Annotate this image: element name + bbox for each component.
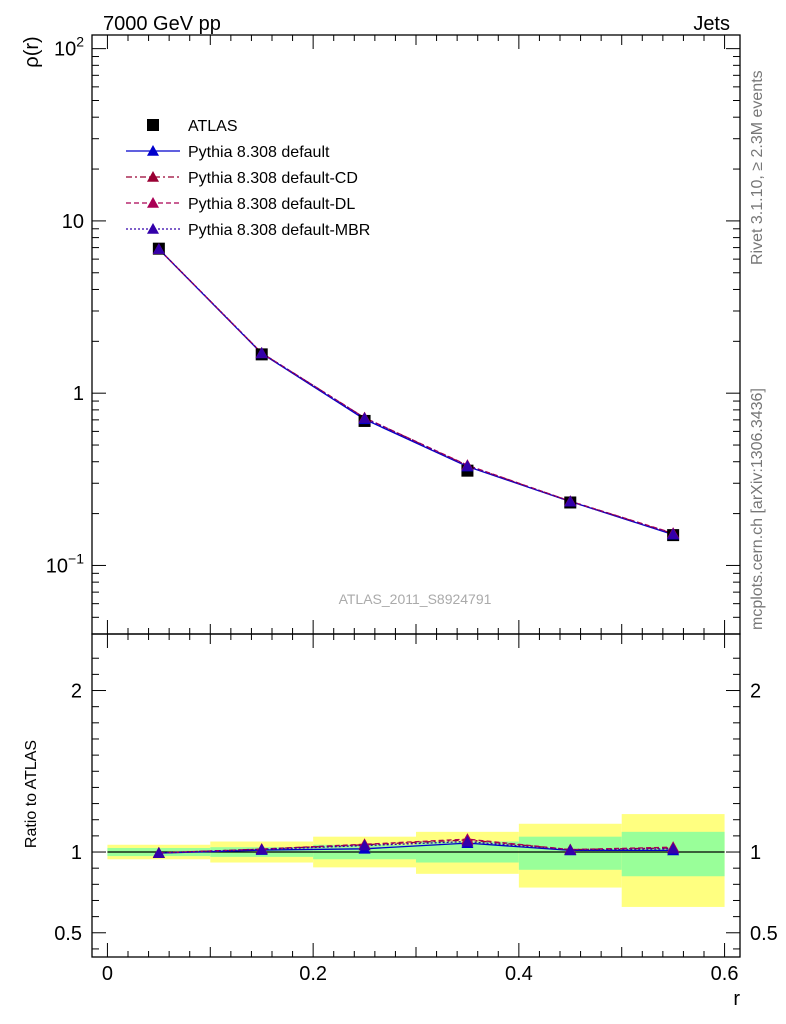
main-series-4-point-1 xyxy=(255,347,268,358)
legend-marker-3 xyxy=(147,197,159,208)
x-tick-label-0: 0 xyxy=(102,963,113,985)
axes-layer: 10−1 1 10 102 0 0.2 0.4 0.6 0.5 0.5 1 1 2 2 xyxy=(46,34,778,985)
legend-label-2: Pythia 8.308 default-CD xyxy=(188,170,358,187)
main-y-tick-label-0: 10−1 xyxy=(46,550,84,577)
ratio-series-line-2 xyxy=(158,838,674,854)
main-y-tick-label-3: 102 xyxy=(54,34,84,61)
ratio-y-tick-label-1: 1 xyxy=(71,842,82,864)
ratio-series-3-point-0 xyxy=(152,846,165,858)
ratio-y-tick-label-right-1: 1 xyxy=(750,842,761,864)
main-y-tick-label-2: 10 xyxy=(62,211,84,233)
ratio-series-3-point-1 xyxy=(255,843,268,855)
legend-marker-1 xyxy=(147,145,159,156)
legend-label-1: Pythia 8.308 default xyxy=(188,144,330,161)
main-y-tick-label-1: 1 xyxy=(73,383,84,405)
mcplots-label: mcplots.cern.ch [arXiv:1306.3436] xyxy=(749,388,766,630)
main-plot-layer xyxy=(152,242,680,542)
legend-marker-4 xyxy=(147,223,159,234)
rivet-version-label: Rivet 3.1.10, ≥ 2.3M events xyxy=(749,70,766,265)
ratio-y-axis-title: Ratio to ATLAS xyxy=(23,740,40,848)
ratio-series-3-point-4 xyxy=(564,844,577,855)
ratio-y-tick-label-2: 2 xyxy=(71,681,82,703)
legend-label-3: Pythia 8.308 default-DL xyxy=(188,196,355,213)
ratio-y-tick-label-right-2: 2 xyxy=(750,681,761,703)
legend-marker-0 xyxy=(147,119,159,131)
ratio-series-3-point-2 xyxy=(358,839,371,851)
header-process-label: Jets xyxy=(693,13,730,35)
ratio-series-3-point-3 xyxy=(461,835,474,847)
x-axis-title: r xyxy=(733,988,740,1010)
main-series-line-3 xyxy=(158,248,674,534)
legend-label-0: ATLAS xyxy=(188,118,238,135)
ratio-plot-layer xyxy=(107,814,725,907)
main-series-line-1 xyxy=(158,248,674,536)
main-y-axis-title: ρ(r) xyxy=(21,36,43,67)
analysis-watermark: ATLAS_2011_S8924791 xyxy=(339,591,492,607)
ratio-y-tick-label-right-0: 0.5 xyxy=(750,923,778,945)
main-series-line-2 xyxy=(158,248,674,535)
main-series-line-4 xyxy=(158,248,674,535)
main-series-4-point-4 xyxy=(564,495,577,507)
ratio-plot-frame xyxy=(91,633,741,958)
x-tick-label-3: 0.6 xyxy=(711,963,739,985)
legend: ATLAS Pythia 8.308 default Pythia 8.308 de… xyxy=(126,118,370,239)
x-tick-label-2: 0.4 xyxy=(505,963,533,985)
ratio-series-line-3 xyxy=(158,840,674,854)
x-tick-label-1: 0.2 xyxy=(299,963,327,985)
main-series-4-point-2 xyxy=(358,412,371,424)
legend-marker-2 xyxy=(147,171,159,182)
legend-label-4: Pythia 8.308 default-MBR xyxy=(188,222,370,239)
header-energy-label: 7000 GeV pp xyxy=(103,13,221,35)
ratio-series-3-point-5 xyxy=(667,842,680,854)
ratio-y-tick-label-0: 0.5 xyxy=(54,923,82,945)
main-series-4-point-5 xyxy=(667,528,680,539)
main-series-4-point-3 xyxy=(461,459,474,471)
main-series-4-point-0 xyxy=(152,243,165,254)
